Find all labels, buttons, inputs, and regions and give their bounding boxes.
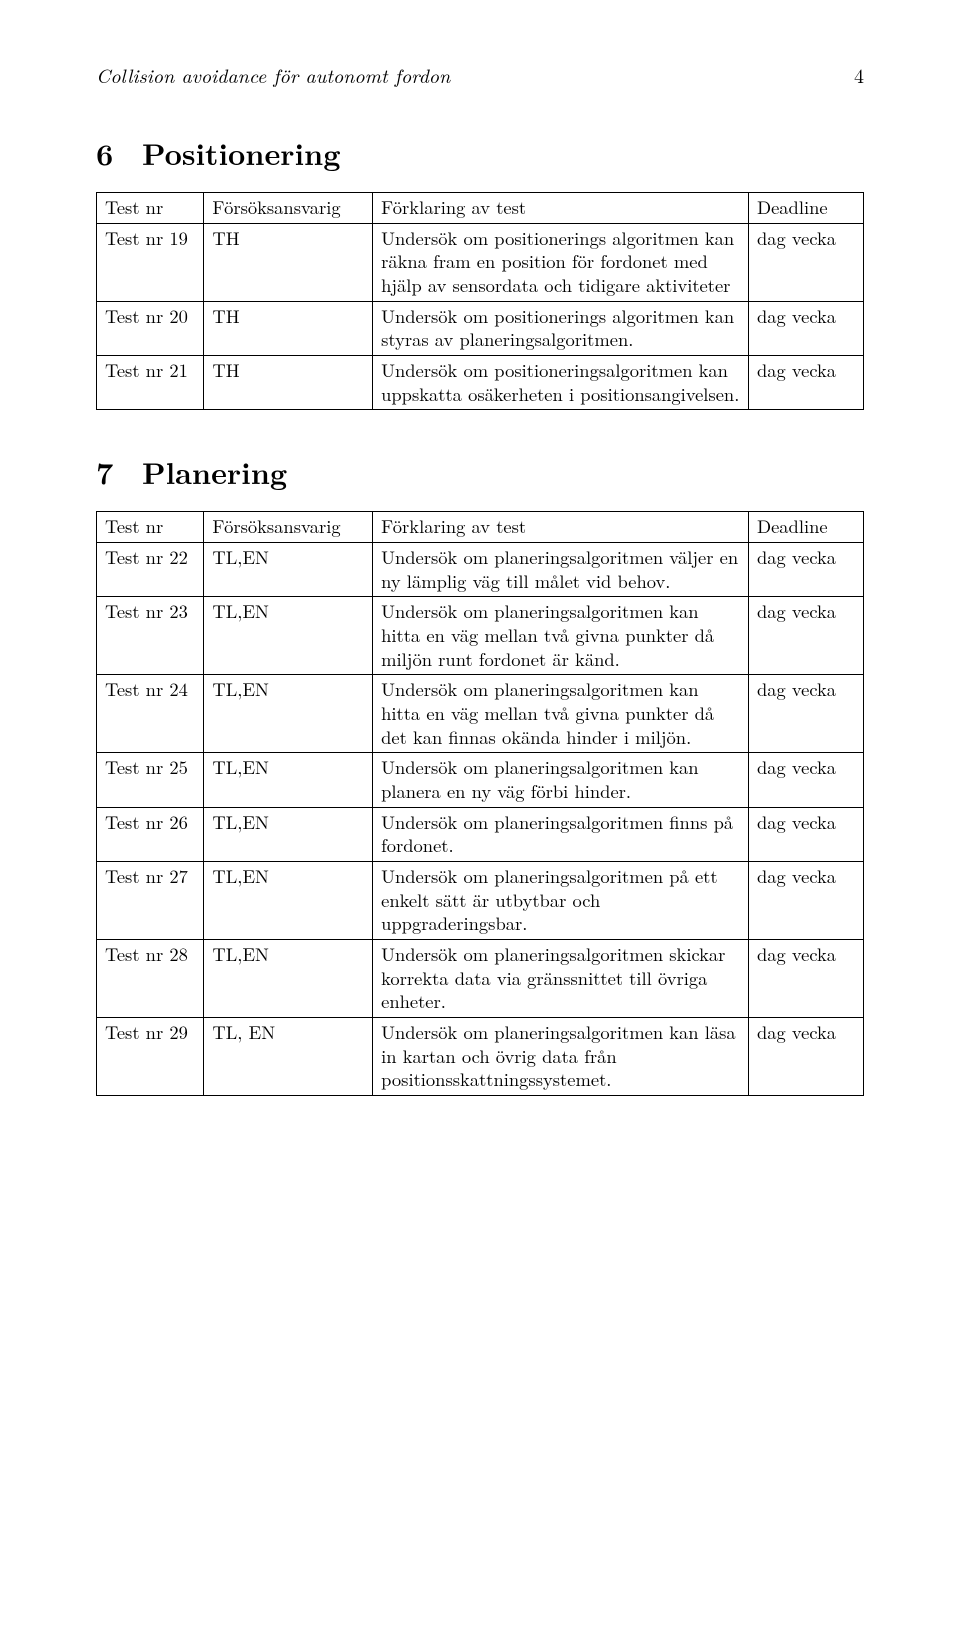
col-deadline: Deadline bbox=[748, 512, 863, 543]
cell-ansvarig: TH bbox=[204, 356, 373, 410]
running-header: Collision avoidance för autonomt fordon … bbox=[96, 60, 864, 89]
cell-deadline: dag vecka bbox=[748, 940, 863, 1018]
cell-testnr: Test nr 25 bbox=[97, 753, 204, 807]
cell-testnr: Test nr 24 bbox=[97, 675, 204, 753]
table-row: Test nr 26 TL,EN Undersök om planeringsa… bbox=[97, 807, 864, 861]
table-row: Test nr 21 TH Undersök om positionerings… bbox=[97, 356, 864, 410]
cell-deadline: dag vecka bbox=[748, 223, 863, 301]
col-testnr: Test nr bbox=[97, 193, 204, 224]
section-title: Positionering bbox=[142, 131, 340, 174]
col-forklaring: Förklaring av test bbox=[373, 512, 749, 543]
cell-ansvarig: TL,EN bbox=[204, 940, 373, 1018]
cell-testnr: Test nr 27 bbox=[97, 862, 204, 940]
cell-testnr: Test nr 29 bbox=[97, 1018, 204, 1096]
cell-testnr: Test nr 20 bbox=[97, 301, 204, 355]
cell-ansvarig: TL,EN bbox=[204, 753, 373, 807]
table-header-row: Test nr Försöksansvarig Förklaring av te… bbox=[97, 512, 864, 543]
cell-testnr: Test nr 23 bbox=[97, 597, 204, 675]
table-row: Test nr 19 TH Undersök om positionerings… bbox=[97, 223, 864, 301]
cell-ansvarig: TL,EN bbox=[204, 597, 373, 675]
page: Collision avoidance för autonomt fordon … bbox=[0, 0, 960, 1216]
cell-deadline: dag vecka bbox=[748, 675, 863, 753]
cell-ansvarig: TH bbox=[204, 223, 373, 301]
cell-deadline: dag vecka bbox=[748, 1018, 863, 1096]
table-row: Test nr 29 TL, EN Undersök om planerings… bbox=[97, 1018, 864, 1096]
cell-ansvarig: TL,EN bbox=[204, 862, 373, 940]
table-row: Test nr 28 TL,EN Undersök om planeringsa… bbox=[97, 940, 864, 1018]
cell-desc: Undersök om positioneringsalgoritmen kan… bbox=[373, 356, 749, 410]
table-row: Test nr 24 TL,EN Undersök om planeringsa… bbox=[97, 675, 864, 753]
cell-desc: Undersök om planeringsalgoritmen skickar… bbox=[373, 940, 749, 1018]
cell-deadline: dag vecka bbox=[748, 862, 863, 940]
cell-testnr: Test nr 26 bbox=[97, 807, 204, 861]
running-title: Collision avoidance för autonomt fordon bbox=[96, 60, 450, 89]
col-forklaring: Förklaring av test bbox=[373, 193, 749, 224]
table-row: Test nr 25 TL,EN Undersök om planeringsa… bbox=[97, 753, 864, 807]
table-header-row: Test nr Försöksansvarig Förklaring av te… bbox=[97, 193, 864, 224]
section-number: 7 bbox=[96, 450, 142, 493]
cell-desc: Undersök om planeringsalgoritmen väljer … bbox=[373, 543, 749, 597]
col-testnr: Test nr bbox=[97, 512, 204, 543]
section-heading-7: 7Planering bbox=[96, 450, 864, 493]
cell-deadline: dag vecka bbox=[748, 301, 863, 355]
cell-testnr: Test nr 28 bbox=[97, 940, 204, 1018]
cell-desc: Undersök om planeringsalgoritmen kan hit… bbox=[373, 675, 749, 753]
cell-testnr: Test nr 21 bbox=[97, 356, 204, 410]
cell-ansvarig: TL,EN bbox=[204, 675, 373, 753]
table-row: Test nr 20 TH Undersök om positionerings… bbox=[97, 301, 864, 355]
cell-deadline: dag vecka bbox=[748, 543, 863, 597]
col-ansvarig: Försöksansvarig bbox=[204, 512, 373, 543]
cell-desc: Undersök om planeringsalgoritmen kan hit… bbox=[373, 597, 749, 675]
cell-desc: Undersök om positionerings algoritmen ka… bbox=[373, 223, 749, 301]
cell-ansvarig: TH bbox=[204, 301, 373, 355]
cell-deadline: dag vecka bbox=[748, 356, 863, 410]
cell-ansvarig: TL, EN bbox=[204, 1018, 373, 1096]
section-heading-6: 6Positionering bbox=[96, 131, 864, 174]
page-number: 4 bbox=[854, 60, 864, 89]
table-planering: Test nr Försöksansvarig Förklaring av te… bbox=[96, 511, 864, 1096]
table-row: Test nr 27 TL,EN Undersök om planeringsa… bbox=[97, 862, 864, 940]
table-positionering: Test nr Försöksansvarig Förklaring av te… bbox=[96, 192, 864, 410]
cell-deadline: dag vecka bbox=[748, 753, 863, 807]
section-title: Planering bbox=[142, 450, 287, 493]
cell-deadline: dag vecka bbox=[748, 597, 863, 675]
col-deadline: Deadline bbox=[748, 193, 863, 224]
cell-desc: Undersök om planeringsalgoritmen på ett … bbox=[373, 862, 749, 940]
cell-desc: Undersök om planeringsalgoritmen kan läs… bbox=[373, 1018, 749, 1096]
cell-testnr: Test nr 22 bbox=[97, 543, 204, 597]
cell-desc: Undersök om planeringsalgoritmen finns p… bbox=[373, 807, 749, 861]
cell-desc: Undersök om positionerings algoritmen ka… bbox=[373, 301, 749, 355]
cell-ansvarig: TL,EN bbox=[204, 543, 373, 597]
cell-testnr: Test nr 19 bbox=[97, 223, 204, 301]
table-row: Test nr 22 TL,EN Undersök om planeringsa… bbox=[97, 543, 864, 597]
cell-desc: Undersök om planeringsalgoritmen kan pla… bbox=[373, 753, 749, 807]
section-number: 6 bbox=[96, 131, 142, 174]
table-row: Test nr 23 TL,EN Undersök om planeringsa… bbox=[97, 597, 864, 675]
col-ansvarig: Försöksansvarig bbox=[204, 193, 373, 224]
cell-deadline: dag vecka bbox=[748, 807, 863, 861]
cell-ansvarig: TL,EN bbox=[204, 807, 373, 861]
